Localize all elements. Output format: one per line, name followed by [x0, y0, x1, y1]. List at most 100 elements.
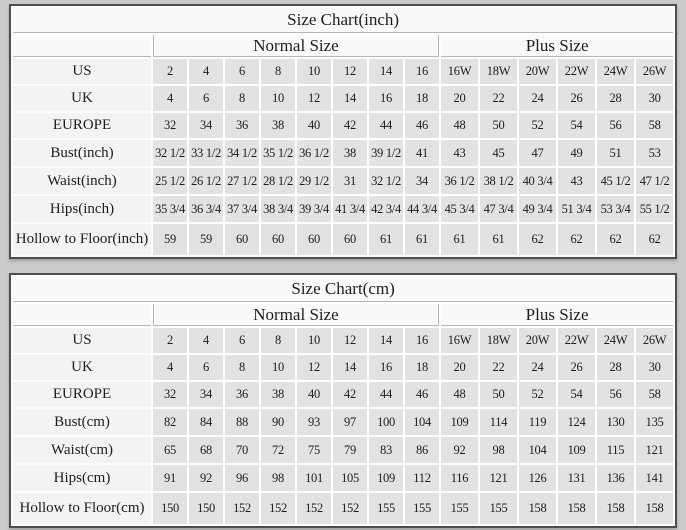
table-title: Size Chart(inch) [13, 8, 674, 33]
size-value-cell: 88 [225, 409, 259, 435]
size-value-cell: 61 [480, 224, 517, 255]
size-value-cell: 18 [405, 86, 439, 111]
row-label: Bust(inch) [13, 140, 151, 166]
size-value-cell: 104 [405, 409, 439, 435]
size-value-cell: 6 [225, 328, 259, 353]
size-value-cell: 112 [405, 465, 439, 491]
size-value-cell: 36 [225, 382, 259, 407]
size-value-cell: 62 [636, 224, 674, 255]
row-label: Waist(inch) [13, 168, 151, 194]
size-value-cell: 22W [558, 328, 595, 353]
size-value-cell: 45 1/2 [597, 168, 634, 194]
size-value-cell: 155 [441, 493, 478, 524]
size-value-cell: 51 3/4 [558, 196, 595, 222]
size-value-cell: 59 [153, 224, 187, 255]
size-value-cell: 152 [261, 493, 295, 524]
size-value-cell: 91 [153, 465, 187, 491]
size-value-cell: 8 [261, 328, 295, 353]
size-value-cell: 24 [519, 86, 556, 111]
size-value-cell: 52 [519, 113, 556, 138]
size-value-cell: 150 [189, 493, 223, 524]
size-value-cell: 53 3/4 [597, 196, 634, 222]
size-value-cell: 22 [480, 86, 517, 111]
table-row: Hips(inch) 35 3/4 36 3/4 37 3/4 38 3/4 39 3/4… [13, 196, 674, 222]
size-value-cell: 60 [261, 224, 295, 255]
size-value-cell: 70 [225, 437, 259, 463]
size-chart-cm-table: Size Chart(cm) Normal Size Plus Size US 2… [9, 273, 678, 528]
size-value-cell: 10 [261, 355, 295, 380]
size-value-cell: 18 [405, 355, 439, 380]
size-value-cell: 90 [261, 409, 295, 435]
size-value-cell: 12 [297, 355, 331, 380]
size-value-cell: 114 [480, 409, 517, 435]
size-value-cell: 6 [189, 86, 223, 111]
group-header-row: Normal Size Plus Size [13, 304, 674, 326]
size-value-cell: 32 [153, 382, 187, 407]
group-header-normal: Normal Size [153, 35, 439, 57]
size-value-cell: 62 [558, 224, 595, 255]
row-label: US [13, 59, 151, 84]
table-row: Hollow to Floor(inch) 59 59 60 60 60 60 61 61 61 6… [13, 224, 674, 255]
size-value-cell: 4 [189, 59, 223, 84]
size-value-cell: 26 1/2 [189, 168, 223, 194]
size-value-cell: 34 [189, 113, 223, 138]
size-value-cell: 4 [153, 86, 187, 111]
size-value-cell: 35 3/4 [153, 196, 187, 222]
size-value-cell: 18W [480, 328, 517, 353]
size-value-cell: 20 [441, 86, 478, 111]
size-value-cell: 40 [297, 113, 331, 138]
table-row: EUROPE 32 34 36 38 40 42 44 46 48 50 52 54 56 58 [13, 113, 674, 138]
size-value-cell: 44 [369, 113, 403, 138]
size-value-cell: 30 [636, 86, 674, 111]
size-value-cell: 116 [441, 465, 478, 491]
size-value-cell: 43 [558, 168, 595, 194]
table-row: US 2 4 6 8 10 12 14 16 16W 18W 20W 22W 24W 26W [13, 59, 674, 84]
size-value-cell: 6 [189, 355, 223, 380]
size-value-cell: 62 [597, 224, 634, 255]
table-row: Waist(inch) 25 1/2 26 1/2 27 1/2 28 1/2 29 1/… [13, 168, 674, 194]
size-value-cell: 8 [261, 59, 295, 84]
size-value-cell: 34 [189, 382, 223, 407]
group-header-spacer [13, 304, 151, 326]
size-value-cell: 150 [153, 493, 187, 524]
size-value-cell: 41 [405, 140, 439, 166]
table-row: UK 4 6 8 10 12 14 16 18 20 22 24 26 28 30 [13, 86, 674, 111]
size-value-cell: 158 [636, 493, 674, 524]
size-value-cell: 48 [441, 382, 478, 407]
size-value-cell: 60 [225, 224, 259, 255]
size-value-cell: 49 3/4 [519, 196, 556, 222]
size-value-cell: 36 [225, 113, 259, 138]
size-value-cell: 130 [597, 409, 634, 435]
size-value-cell: 60 [333, 224, 367, 255]
size-value-cell: 16W [441, 328, 478, 353]
size-value-cell: 136 [597, 465, 634, 491]
size-value-cell: 58 [636, 382, 674, 407]
row-label: EUROPE [13, 113, 151, 138]
table-row: Bust(cm) 82 84 88 90 93 97 100 104 109 114 119 124 13… [13, 409, 674, 435]
size-value-cell: 16 [405, 59, 439, 84]
size-value-cell: 155 [405, 493, 439, 524]
size-value-cell: 44 3/4 [405, 196, 439, 222]
size-value-cell: 152 [225, 493, 259, 524]
size-value-cell: 16 [369, 355, 403, 380]
row-label: Bust(cm) [13, 409, 151, 435]
size-value-cell: 36 1/2 [297, 140, 331, 166]
size-value-cell: 104 [519, 437, 556, 463]
size-value-cell: 83 [369, 437, 403, 463]
size-value-cell: 82 [153, 409, 187, 435]
size-value-cell: 158 [597, 493, 634, 524]
size-value-cell: 18W [480, 59, 517, 84]
group-header-plus: Plus Size [441, 304, 674, 326]
size-value-cell: 60 [297, 224, 331, 255]
size-value-cell: 12 [333, 59, 367, 84]
size-value-cell: 47 3/4 [480, 196, 517, 222]
size-value-cell: 101 [297, 465, 331, 491]
size-value-cell: 32 1/2 [153, 140, 187, 166]
size-value-cell: 52 [519, 382, 556, 407]
size-value-cell: 121 [636, 437, 674, 463]
size-value-cell: 59 [189, 224, 223, 255]
size-value-cell: 109 [558, 437, 595, 463]
size-value-cell: 27 1/2 [225, 168, 259, 194]
size-value-cell: 126 [519, 465, 556, 491]
